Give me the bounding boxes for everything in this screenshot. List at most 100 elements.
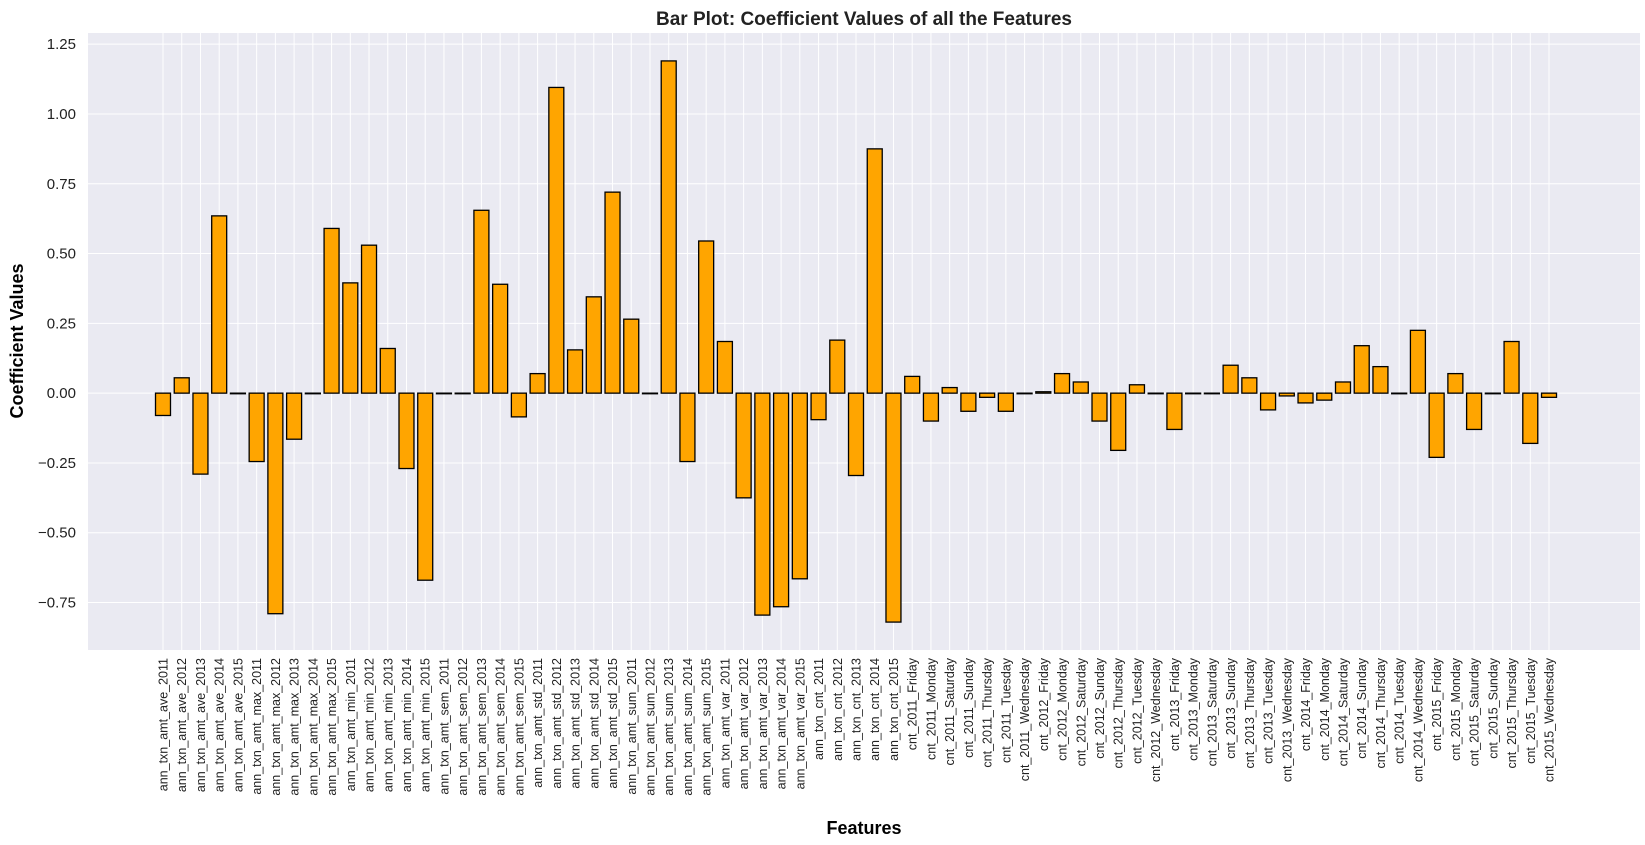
bar bbox=[623, 318, 640, 394]
x-tick-label: cnt_2013_Sunday bbox=[1224, 657, 1238, 759]
bar bbox=[885, 392, 902, 623]
bar bbox=[660, 60, 677, 394]
bar bbox=[1128, 384, 1146, 394]
bar bbox=[1316, 392, 1333, 401]
bar bbox=[548, 86, 565, 394]
bar bbox=[829, 339, 846, 394]
bar bbox=[510, 392, 528, 418]
x-tick-label: ann_txn_cnt_2014 bbox=[868, 658, 882, 761]
bar bbox=[698, 240, 715, 394]
x-tick-label: cnt_2011_Wednesday bbox=[1018, 657, 1032, 781]
bar bbox=[342, 282, 359, 394]
bar bbox=[922, 392, 940, 422]
bar bbox=[941, 386, 958, 394]
x-tick-label: ann_txn_cnt_2013 bbox=[850, 658, 864, 761]
bar bbox=[679, 392, 696, 463]
bar bbox=[754, 392, 771, 616]
x-tick-label: ann_txn_amt_std_2015 bbox=[606, 658, 620, 789]
x-tick-label: cnt_2011_Thursday bbox=[981, 657, 995, 767]
x-tick-label: ann_txn_amt_ave_2015 bbox=[231, 658, 245, 792]
x-tick-label: cnt_2011_Saturday bbox=[943, 657, 957, 765]
bar bbox=[1391, 392, 1408, 395]
bar bbox=[529, 372, 546, 394]
bar bbox=[454, 392, 471, 395]
x-tick-label: ann_txn_cnt_2012 bbox=[831, 658, 845, 761]
x-tick-label: ann_txn_amt_max_2013 bbox=[288, 658, 302, 796]
bar bbox=[173, 377, 190, 394]
bar bbox=[1540, 392, 1558, 398]
bar bbox=[1297, 392, 1314, 404]
bar bbox=[1241, 377, 1258, 394]
x-tick-label: ann_txn_amt_max_2015 bbox=[325, 658, 339, 796]
bar bbox=[791, 392, 808, 580]
x-tick-label: ann_txn_amt_var_2014 bbox=[775, 658, 789, 789]
x-tick-label: ann_txn_amt_sum_2011 bbox=[625, 658, 639, 795]
bar bbox=[1428, 392, 1445, 459]
x-tick-label: ann_txn_amt_sem_2015 bbox=[512, 658, 526, 796]
y-tick-label: 1.25 bbox=[47, 36, 76, 53]
x-tick-label: cnt_2012_Thursday bbox=[1112, 657, 1126, 768]
bar bbox=[1409, 329, 1427, 394]
x-tick-label: ann_txn_amt_std_2014 bbox=[587, 658, 601, 789]
bar bbox=[1259, 392, 1277, 411]
x-tick-label: ann_txn_amt_var_2011 bbox=[718, 658, 732, 788]
bar bbox=[1016, 392, 1033, 395]
x-tick-label: ann_txn_amt_var_2012 bbox=[737, 658, 751, 789]
x-tick-label: cnt_2015_Wednesday bbox=[1543, 657, 1557, 782]
x-tick-label: cnt_2012_Friday bbox=[1037, 657, 1051, 751]
bar bbox=[641, 392, 659, 395]
x-tick-label: cnt_2014_Tuesday bbox=[1393, 657, 1407, 764]
x-tick-label: cnt_2011_Monday bbox=[924, 657, 938, 760]
bar bbox=[435, 392, 453, 395]
bar bbox=[1484, 392, 1501, 395]
bar bbox=[810, 392, 827, 421]
x-tick-label: ann_txn_amt_sem_2014 bbox=[494, 658, 508, 796]
bar bbox=[417, 392, 434, 581]
x-tick-label: cnt_2014_Wednesday bbox=[1411, 657, 1425, 782]
x-axis-label: Features bbox=[826, 818, 901, 838]
x-tick-label: cnt_2015_Sunday bbox=[1486, 657, 1500, 759]
bar bbox=[1166, 392, 1183, 431]
x-tick-label: cnt_2012_Sunday bbox=[1093, 657, 1107, 759]
x-tick-label: ann_txn_cnt_2015 bbox=[887, 658, 901, 761]
bar bbox=[1072, 381, 1089, 394]
bar bbox=[866, 148, 883, 394]
x-tick-label: ann_txn_amt_min_2014 bbox=[400, 658, 414, 792]
x-tick-label: ann_txn_amt_min_2015 bbox=[419, 658, 433, 792]
bar bbox=[1053, 372, 1071, 394]
y-tick-label: 0.75 bbox=[47, 176, 76, 193]
y-tick-label: 0.50 bbox=[47, 246, 76, 263]
x-tick-label: ann_txn_amt_ave_2014 bbox=[213, 658, 227, 792]
plot-area bbox=[88, 33, 1640, 650]
bar bbox=[379, 347, 396, 394]
x-tick-label: ann_txn_amt_sum_2013 bbox=[662, 658, 676, 796]
x-tick-label: ann_txn_amt_var_2013 bbox=[756, 658, 770, 789]
bar bbox=[1503, 340, 1520, 394]
bar bbox=[1091, 392, 1108, 422]
bar bbox=[1353, 345, 1370, 394]
x-tick-label: cnt_2013_Monday bbox=[1187, 657, 1201, 761]
x-tick-label: cnt_2013_Thursday bbox=[1243, 657, 1257, 768]
bar bbox=[1465, 392, 1483, 431]
y-tick-label: 1.00 bbox=[47, 106, 76, 123]
x-tick-label: ann_txn_amt_sem_2011 bbox=[437, 658, 451, 795]
y-tick-label: 0.25 bbox=[47, 315, 76, 332]
x-tick-label: cnt_2011_Friday bbox=[906, 657, 920, 750]
bar bbox=[491, 283, 509, 394]
bar bbox=[267, 392, 284, 615]
bar bbox=[1185, 392, 1202, 395]
x-tick-label: ann_txn_amt_min_2013 bbox=[381, 658, 395, 792]
x-tick-label: cnt_2014_Sunday bbox=[1355, 657, 1369, 759]
bar bbox=[1522, 392, 1539, 445]
bar bbox=[1334, 381, 1352, 394]
x-tick-label: cnt_2011_Sunday bbox=[962, 657, 976, 758]
x-tick-label: cnt_2012_Tuesday bbox=[1130, 657, 1144, 764]
x-tick-label: cnt_2013_Wednesday bbox=[1280, 657, 1294, 782]
x-tick-label: ann_txn_amt_std_2011 bbox=[531, 658, 545, 788]
x-tick-label: ann_txn_amt_var_2015 bbox=[793, 658, 807, 789]
bar bbox=[285, 392, 303, 440]
bar bbox=[1203, 392, 1221, 395]
x-tick-label: ann_txn_amt_ave_2012 bbox=[175, 658, 189, 792]
y-tick-label: −0.50 bbox=[38, 525, 76, 542]
x-tick-label: cnt_2012_Saturday bbox=[1074, 657, 1088, 766]
